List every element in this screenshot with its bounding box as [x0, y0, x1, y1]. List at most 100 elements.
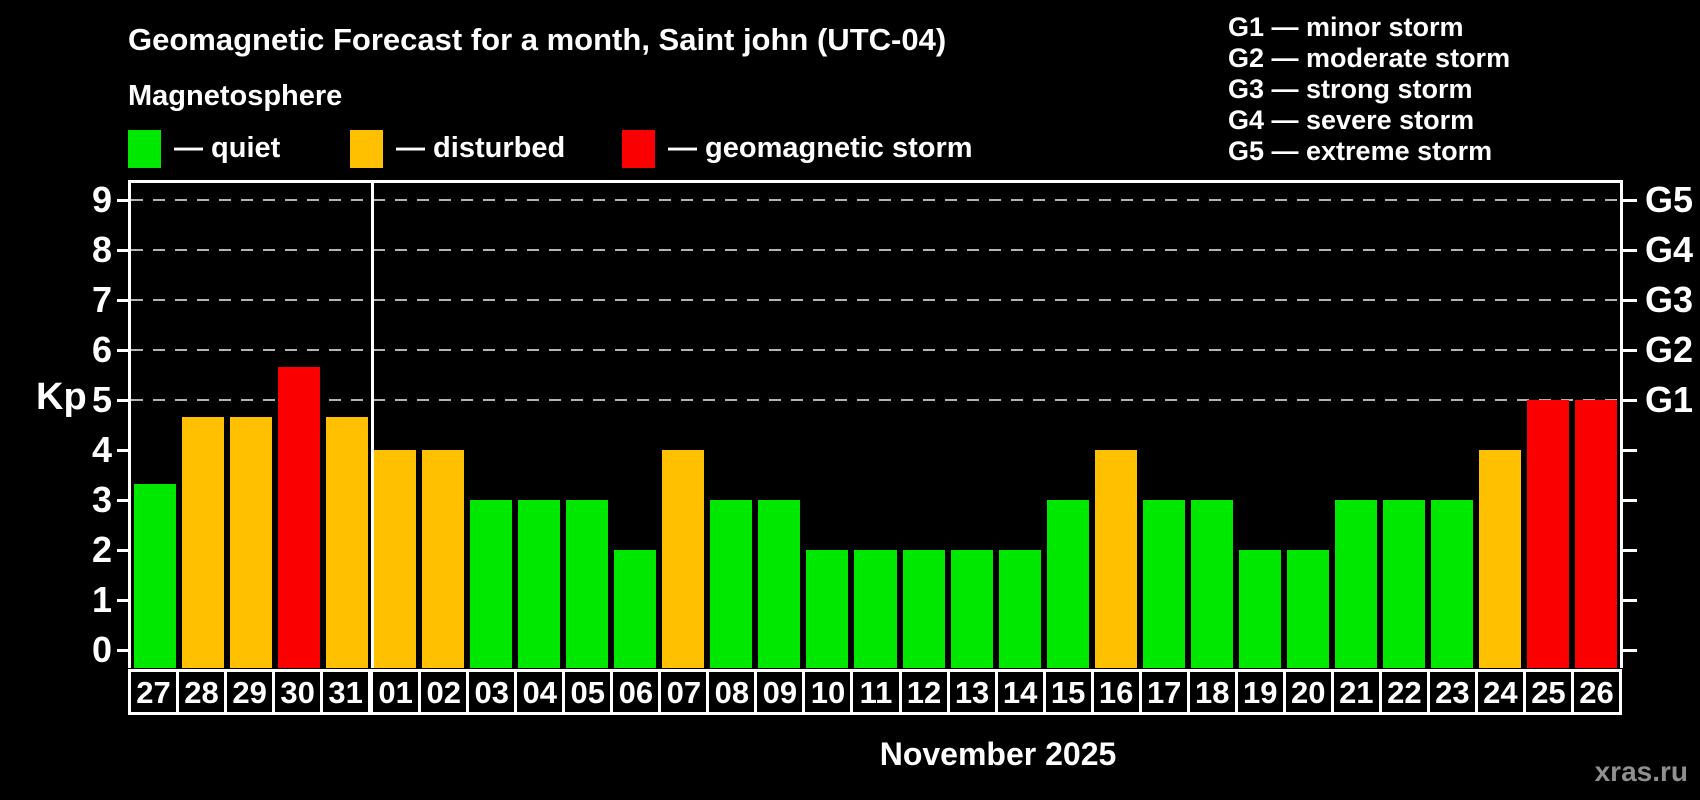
day-label-08: 08: [706, 669, 758, 715]
y-axis-label-6: 6: [91, 329, 112, 370]
left-tick-kp6: [117, 348, 131, 352]
day-label-15: 15: [1042, 669, 1094, 715]
legend-item-storm: — geomagnetic storm: [622, 129, 973, 168]
y-axis-title: Kp: [36, 376, 87, 418]
day-label-24: 24: [1474, 669, 1526, 715]
bar-day-12: [902, 550, 945, 668]
bar-day-29: [230, 416, 273, 668]
bar-day-11: [854, 550, 897, 668]
day-label-06: 06: [610, 669, 662, 715]
left-tick-kp9: [117, 198, 131, 202]
gridline-kp6: [131, 349, 1620, 351]
right-tick-kp0: [1623, 648, 1637, 652]
legend-label-disturbed: — disturbed: [396, 132, 566, 164]
month-separator-line: [371, 183, 375, 668]
gridline-kp9: [131, 199, 1620, 201]
legend-item-disturbed: — disturbed: [350, 129, 565, 168]
chart-subtitle: Magnetosphere: [128, 80, 343, 112]
y-axis-label-7: 7: [91, 279, 112, 320]
left-tick-kp0: [117, 648, 131, 652]
bar-day-02: [422, 450, 465, 668]
right-axis-label-g1: G1: [1645, 379, 1694, 420]
y-axis-label-5: 5: [91, 379, 112, 420]
storm-scale-line-g5: G5 — extreme storm: [1228, 136, 1493, 166]
bar-day-18: [1190, 500, 1233, 668]
y-axis-label-9: 9: [91, 179, 112, 220]
bar-day-14: [998, 550, 1041, 668]
day-label-01: 01: [370, 669, 422, 715]
bar-day-04: [518, 500, 561, 668]
day-label-21: 21: [1330, 669, 1382, 715]
day-label-31: 31: [320, 669, 372, 715]
day-label-25: 25: [1522, 669, 1574, 715]
day-label-18: 18: [1186, 669, 1238, 715]
y-axis-label-0: 0: [91, 629, 112, 670]
y-axis-label-1: 1: [91, 579, 112, 620]
storm-scale-line-g1: G1 — minor storm: [1228, 12, 1464, 42]
y-axis-label-4: 4: [91, 429, 112, 470]
bar-day-31: [326, 416, 369, 668]
y-axis-label-3: 3: [91, 479, 112, 520]
bar-day-01: [374, 450, 417, 668]
left-tick-kp7: [117, 298, 131, 302]
legend-label-storm: — geomagnetic storm: [668, 132, 973, 164]
right-axis-label-g4: G4: [1645, 229, 1694, 270]
day-label-29: 29: [224, 669, 276, 715]
disturbed-color-swatch: [350, 129, 383, 168]
bar-day-05: [566, 500, 609, 668]
bar-day-30: [278, 366, 321, 668]
right-tick-kp1: [1623, 598, 1637, 602]
bar-day-10: [806, 550, 849, 668]
bar-day-17: [1142, 500, 1185, 668]
right-axis-label-g2: G2: [1645, 329, 1694, 370]
bar-day-23: [1430, 500, 1473, 668]
legend-label-quiet: — quiet: [174, 132, 281, 164]
day-label-27: 27: [128, 669, 180, 715]
storm-scale-line-g4: G4 — severe storm: [1228, 105, 1475, 135]
storm-scale-line-g2: G2 — moderate storm: [1228, 43, 1511, 73]
bar-day-13: [950, 550, 993, 668]
y-axis-label-8: 8: [91, 229, 112, 270]
day-label-12: 12: [898, 669, 950, 715]
left-tick-kp8: [117, 248, 131, 252]
bar-day-28: [182, 416, 225, 668]
bar-day-26: [1574, 400, 1617, 668]
left-tick-kp5: [117, 398, 131, 402]
left-tick-kp1: [117, 598, 131, 602]
day-label-17: 17: [1138, 669, 1190, 715]
plot-area: [128, 180, 1623, 668]
bar-day-09: [758, 500, 801, 668]
left-tick-kp3: [117, 498, 131, 502]
right-axis-label-g5: G5: [1645, 179, 1694, 220]
watermark: xras.ru: [1594, 756, 1688, 787]
right-tick-kp6: [1623, 348, 1637, 352]
right-tick-kp7: [1623, 298, 1637, 302]
y-axis-label-2: 2: [91, 529, 112, 570]
bar-day-25: [1526, 400, 1569, 668]
right-tick-kp8: [1623, 248, 1637, 252]
right-tick-kp2: [1623, 548, 1637, 552]
day-label-09: 09: [754, 669, 806, 715]
bar-day-08: [710, 500, 753, 668]
day-label-20: 20: [1282, 669, 1334, 715]
bar-day-24: [1478, 450, 1521, 668]
bar-day-16: [1094, 450, 1137, 668]
legend-item-quiet: — quiet: [128, 129, 280, 168]
quiet-color-swatch: [128, 129, 161, 168]
bar-day-27: [134, 483, 177, 668]
day-label-30: 30: [272, 669, 324, 715]
storm-scale-line-g3: G3 — strong storm: [1228, 74, 1473, 104]
day-label-04: 04: [514, 669, 566, 715]
day-label-16: 16: [1090, 669, 1142, 715]
day-label-26: 26: [1570, 669, 1622, 715]
bar-day-19: [1238, 550, 1281, 668]
right-tick-kp4: [1623, 448, 1637, 452]
bar-day-15: [1046, 500, 1089, 668]
chart-title: Geomagnetic Forecast for a month, Saint …: [128, 22, 947, 57]
gridline-kp7: [131, 299, 1620, 301]
day-label-07: 07: [658, 669, 710, 715]
day-label-23: 23: [1426, 669, 1478, 715]
left-tick-kp4: [117, 448, 131, 452]
day-label-14: 14: [994, 669, 1046, 715]
